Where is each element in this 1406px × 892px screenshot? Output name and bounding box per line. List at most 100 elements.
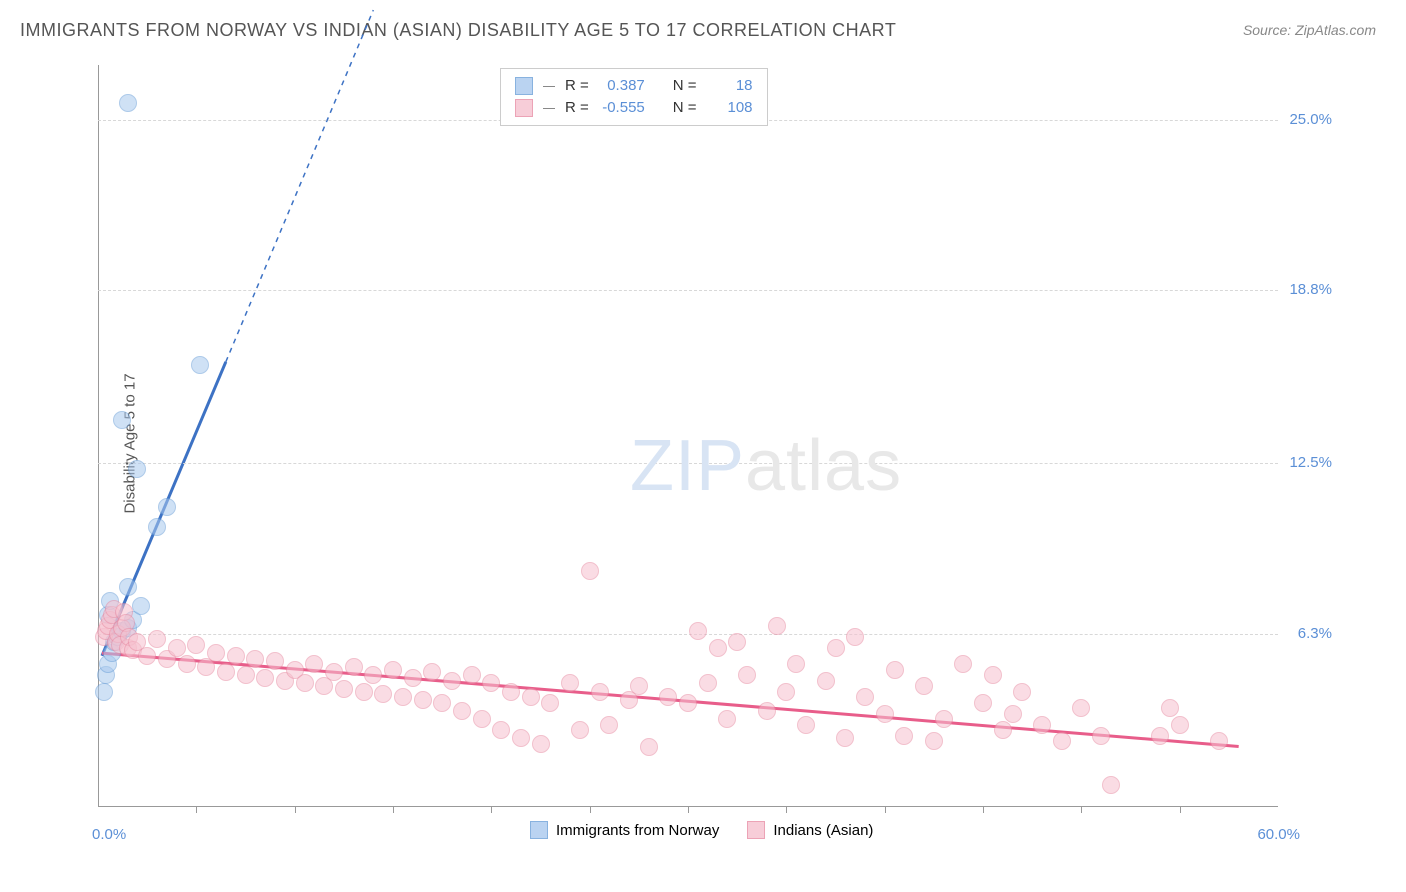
n-label: N =: [673, 75, 697, 97]
bottom-legend-item-indian: Indians (Asian): [747, 821, 873, 839]
data-point-indian: [433, 694, 451, 712]
data-point-indian: [709, 639, 727, 657]
r-value-norway: 0.387: [597, 75, 645, 97]
data-point-indian: [561, 674, 579, 692]
stats-legend: R = 0.387 N = 18 R = -0.555 N = 108: [500, 68, 768, 126]
data-point-indian: [1033, 716, 1051, 734]
gridline: [98, 634, 1278, 635]
data-point-indian: [984, 666, 1002, 684]
n-label: N =: [673, 97, 697, 119]
data-point-indian: [473, 710, 491, 728]
data-point-indian: [571, 721, 589, 739]
data-point-indian: [1210, 732, 1228, 750]
swatch-indian-bottom: [747, 821, 765, 839]
data-point-indian: [591, 683, 609, 701]
swatch-norway: [515, 77, 533, 95]
data-point-indian: [886, 661, 904, 679]
data-point-norway: [132, 597, 150, 615]
data-point-indian: [443, 672, 461, 690]
data-point-indian: [227, 647, 245, 665]
trendline-dashed-norway: [226, 10, 374, 362]
data-point-norway: [113, 411, 131, 429]
data-point-indian: [414, 691, 432, 709]
data-point-indian: [659, 688, 677, 706]
data-point-indian: [974, 694, 992, 712]
stats-legend-row-indian: R = -0.555 N = 108: [515, 97, 753, 119]
data-point-indian: [256, 669, 274, 687]
r-value-indian: -0.555: [597, 97, 645, 119]
data-point-indian: [246, 650, 264, 668]
data-point-indian: [502, 683, 520, 701]
y-tick-label: 6.3%: [1298, 625, 1332, 642]
data-point-indian: [787, 655, 805, 673]
data-point-indian: [532, 735, 550, 753]
data-point-indian: [817, 672, 835, 690]
data-point-indian: [758, 702, 776, 720]
data-point-indian: [522, 688, 540, 706]
data-point-indian: [1161, 699, 1179, 717]
data-point-indian: [679, 694, 697, 712]
bottom-legend-label-indian: Indians (Asian): [773, 822, 873, 839]
data-point-indian: [463, 666, 481, 684]
x-tick: [393, 807, 394, 813]
swatch-norway-bottom: [530, 821, 548, 839]
data-point-norway: [191, 356, 209, 374]
bottom-legend-item-norway: Immigrants from Norway: [530, 821, 719, 839]
data-point-indian: [453, 702, 471, 720]
data-point-indian: [954, 655, 972, 673]
data-point-indian: [168, 639, 186, 657]
x-tick: [885, 807, 886, 813]
data-point-indian: [738, 666, 756, 684]
data-point-indian: [581, 562, 599, 580]
gridline: [98, 463, 1278, 464]
data-point-indian: [915, 677, 933, 695]
n-value-indian: 108: [705, 97, 753, 119]
data-point-norway: [128, 460, 146, 478]
data-point-indian: [345, 658, 363, 676]
data-point-norway: [119, 578, 137, 596]
data-point-indian: [718, 710, 736, 728]
data-point-indian: [699, 674, 717, 692]
data-point-indian: [689, 622, 707, 640]
y-tick-label: 25.0%: [1289, 111, 1332, 128]
data-point-indian: [994, 721, 1012, 739]
r-label: R =: [565, 75, 589, 97]
legend-separator: [543, 108, 555, 109]
data-point-indian: [1171, 716, 1189, 734]
data-point-indian: [355, 683, 373, 701]
chart-title: IMMIGRANTS FROM NORWAY VS INDIAN (ASIAN)…: [20, 20, 896, 41]
data-point-norway: [119, 94, 137, 112]
data-point-indian: [178, 655, 196, 673]
data-point-indian: [1013, 683, 1031, 701]
data-point-indian: [640, 738, 658, 756]
x-tick: [196, 807, 197, 813]
data-point-norway: [148, 518, 166, 536]
data-point-indian: [1092, 727, 1110, 745]
data-point-indian: [364, 666, 382, 684]
data-point-indian: [827, 639, 845, 657]
data-point-norway: [158, 498, 176, 516]
data-point-indian: [846, 628, 864, 646]
data-point-indian: [777, 683, 795, 701]
data-point-indian: [1151, 727, 1169, 745]
data-point-indian: [148, 630, 166, 648]
data-point-indian: [512, 729, 530, 747]
data-point-indian: [728, 633, 746, 651]
x-tick: [491, 807, 492, 813]
data-point-indian: [856, 688, 874, 706]
data-point-indian: [935, 710, 953, 728]
x-tick-label-min: 0.0%: [92, 826, 126, 843]
x-tick: [590, 807, 591, 813]
data-point-indian: [492, 721, 510, 739]
data-point-indian: [1072, 699, 1090, 717]
data-point-indian: [925, 732, 943, 750]
x-tick: [786, 807, 787, 813]
x-tick-label-max: 60.0%: [1257, 826, 1300, 843]
data-point-indian: [404, 669, 422, 687]
data-point-indian: [305, 655, 323, 673]
r-label: R =: [565, 97, 589, 119]
data-point-indian: [207, 644, 225, 662]
x-tick: [688, 807, 689, 813]
x-tick: [295, 807, 296, 813]
data-point-indian: [600, 716, 618, 734]
